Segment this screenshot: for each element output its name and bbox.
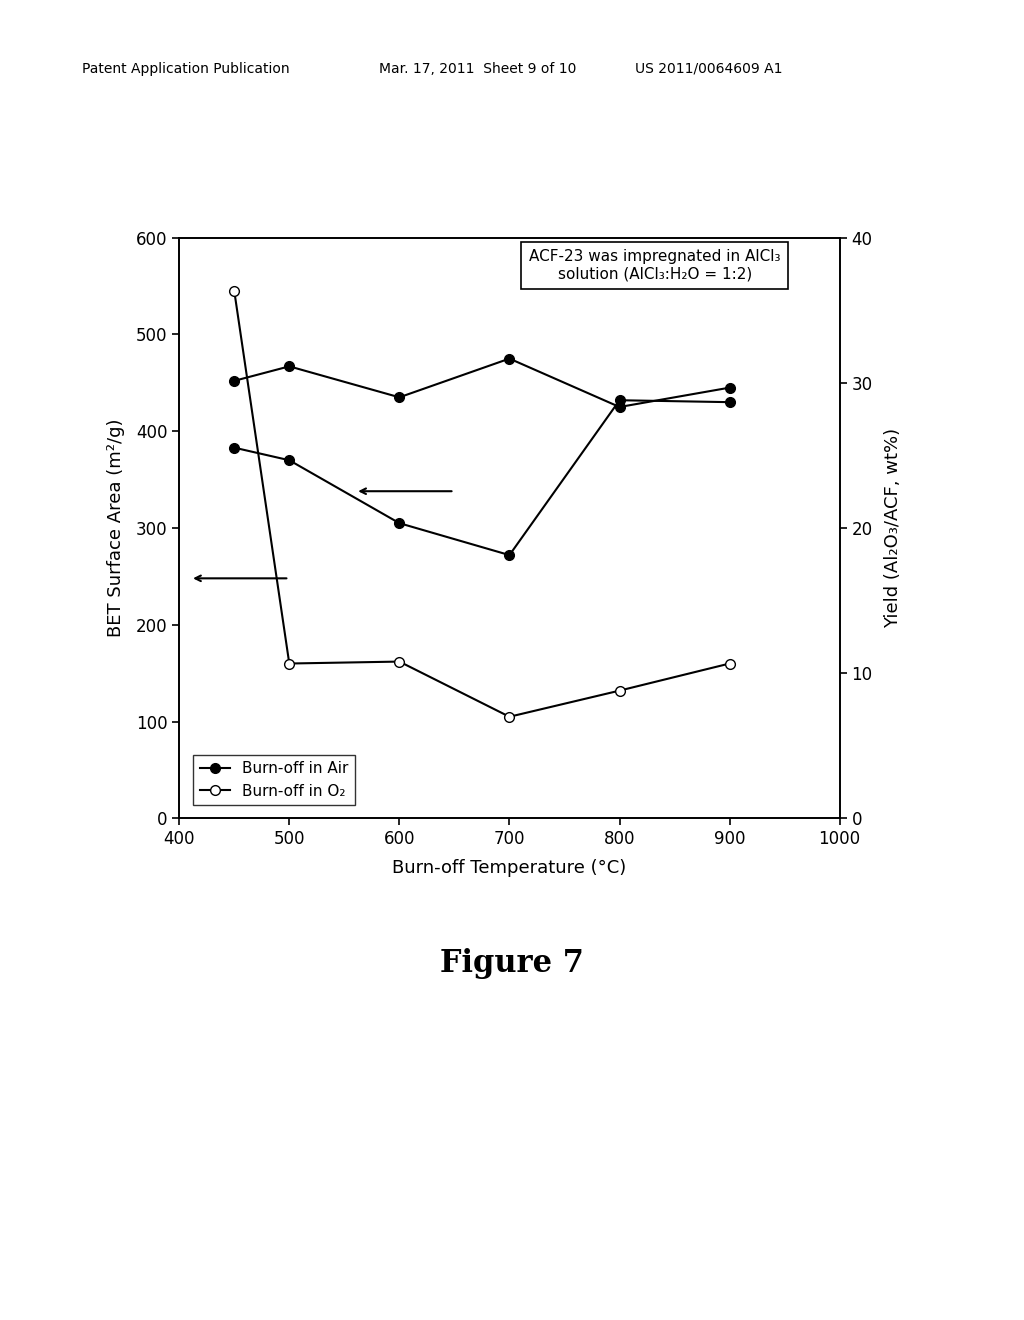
Text: US 2011/0064609 A1: US 2011/0064609 A1 xyxy=(635,62,782,75)
X-axis label: Burn-off Temperature (°C): Burn-off Temperature (°C) xyxy=(392,859,627,878)
Text: Figure 7: Figure 7 xyxy=(440,948,584,979)
Text: ACF-23 was impregnated in AlCl₃
solution (AlCl₃:H₂O = 1:2): ACF-23 was impregnated in AlCl₃ solution… xyxy=(529,249,780,281)
Y-axis label: BET Surface Area (m²/g): BET Surface Area (m²/g) xyxy=(106,418,125,638)
Legend: Burn-off in Air, Burn-off in O₂: Burn-off in Air, Burn-off in O₂ xyxy=(194,755,355,805)
Text: Mar. 17, 2011  Sheet 9 of 10: Mar. 17, 2011 Sheet 9 of 10 xyxy=(379,62,577,75)
Text: Patent Application Publication: Patent Application Publication xyxy=(82,62,290,75)
Y-axis label: Yield (Al₂O₃/ACF, wt%): Yield (Al₂O₃/ACF, wt%) xyxy=(884,428,902,628)
